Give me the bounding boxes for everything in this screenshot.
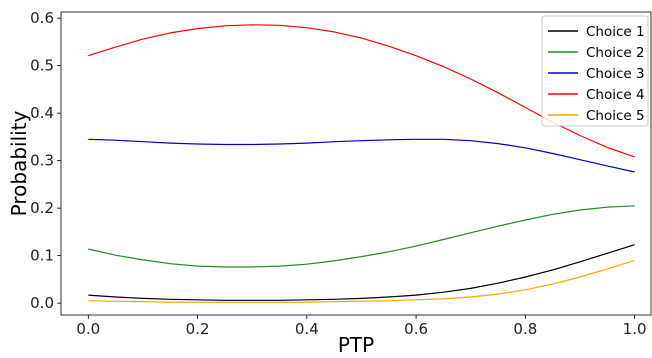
y-tick-label: 0.1 (30, 247, 54, 265)
y-tick-label: 0.5 (30, 57, 54, 75)
series-line-choice-1 (88, 244, 635, 301)
series-line-choice-3 (88, 138, 635, 173)
legend: Choice 1 Choice 2 Choice 3 Choice 4 Choice 5 (541, 15, 649, 127)
y-axis-title: Probability (7, 110, 31, 216)
x-tick-label: 1.0 (623, 320, 647, 338)
legend-label-choice-2: Choice 2 (586, 45, 645, 61)
x-tick-label: 0.8 (513, 320, 537, 338)
x-tick-label: 0.4 (295, 320, 319, 338)
x-axis: 0.0 0.2 0.4 0.6 0.8 1.0 (76, 315, 647, 338)
x-tick-label: 0.2 (186, 320, 210, 338)
legend-label-choice-5: Choice 5 (586, 108, 645, 124)
y-tick-label: 0.3 (30, 152, 54, 170)
series-line-choice-5 (88, 259, 635, 303)
series-lines (88, 24, 635, 303)
legend-label-choice-3: Choice 3 (586, 66, 645, 82)
x-axis-title: PTP (338, 333, 374, 357)
legend-label-choice-1: Choice 1 (586, 24, 645, 40)
y-tick-label: 0.2 (30, 199, 54, 217)
y-tick-label: 0.4 (30, 104, 54, 122)
legend-label-choice-4: Choice 4 (586, 87, 645, 103)
series-line-choice-2 (88, 205, 635, 268)
x-tick-label: 0.0 (76, 320, 100, 338)
y-tick-label: 0.6 (30, 9, 54, 27)
x-tick-label: 0.6 (404, 320, 428, 338)
legend-box (541, 15, 649, 127)
y-axis: 0.0 0.1 0.2 0.3 0.4 0.5 0.6 (30, 9, 61, 312)
y-tick-label: 0.0 (30, 294, 54, 312)
